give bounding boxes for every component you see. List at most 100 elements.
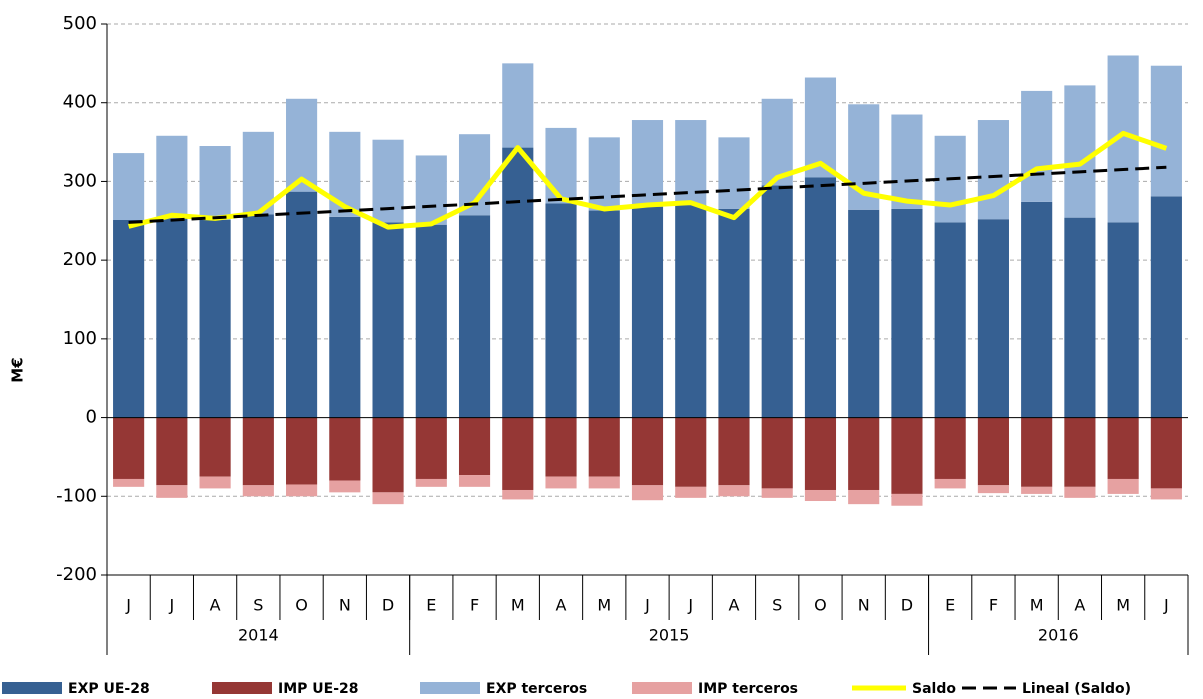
line-series <box>128 130 1168 230</box>
bar <box>545 127 577 204</box>
bar <box>588 210 620 418</box>
bar <box>372 492 404 505</box>
bar <box>761 98 793 186</box>
x-tick-label: J <box>687 596 693 615</box>
bar <box>1107 478 1139 494</box>
legend-label: IMP terceros <box>698 681 798 697</box>
bar <box>415 417 447 479</box>
bar <box>199 417 231 477</box>
group-label: 2014 <box>238 626 279 645</box>
bar <box>631 120 664 207</box>
bar <box>1021 486 1053 494</box>
bar <box>329 417 361 481</box>
x-tick-label: N <box>339 596 351 615</box>
bar <box>286 191 318 418</box>
line-series <box>128 165 1167 224</box>
y-tick-label: 500 <box>63 13 97 34</box>
bar <box>545 203 577 418</box>
bar <box>242 485 274 497</box>
bar <box>1107 417 1139 479</box>
y-tick-label: -200 <box>56 564 97 585</box>
legend-label: Lineal (Saldo) <box>1022 681 1131 697</box>
bar <box>502 489 534 500</box>
bar <box>675 205 707 418</box>
x-tick-label: J <box>125 596 131 615</box>
bar <box>502 147 534 418</box>
bar <box>415 478 447 487</box>
legend-swatch <box>420 682 480 694</box>
group-label: 2015 <box>649 626 690 645</box>
x-tick-label: N <box>858 596 870 615</box>
bar <box>329 216 361 418</box>
bar <box>458 215 491 418</box>
x-tick-label: M <box>597 596 611 615</box>
x-tick-label: M <box>1116 596 1130 615</box>
bar <box>113 153 145 220</box>
bar <box>848 489 880 505</box>
bar <box>804 417 837 490</box>
bar <box>1021 201 1053 418</box>
bar <box>329 480 361 493</box>
bar <box>199 146 231 220</box>
x-tick-label: A <box>556 596 567 615</box>
bar <box>891 208 923 418</box>
bar <box>1150 196 1182 418</box>
bar <box>415 155 447 225</box>
bar <box>286 417 318 485</box>
bar <box>848 417 880 490</box>
bar <box>156 485 188 498</box>
bar <box>718 485 750 497</box>
x-tick-label: J <box>1163 596 1169 615</box>
bar <box>156 135 188 219</box>
bar <box>1064 417 1096 487</box>
bar <box>934 222 966 418</box>
bar <box>242 131 274 215</box>
bar <box>631 485 664 501</box>
bar <box>458 475 491 487</box>
bar <box>242 214 274 418</box>
x-tick-label: D <box>382 596 394 615</box>
bar <box>977 120 1009 220</box>
bar <box>804 489 837 502</box>
bar <box>1107 222 1139 418</box>
bar <box>891 417 923 494</box>
bar <box>545 476 577 489</box>
y-tick-label: 100 <box>63 328 97 349</box>
bar <box>761 417 793 489</box>
bar <box>1064 85 1096 218</box>
x-tick-label: F <box>989 596 998 615</box>
x-tick-label: F <box>470 596 479 615</box>
bar <box>545 417 577 477</box>
x-tick-label: O <box>814 596 827 615</box>
bar <box>588 417 620 477</box>
bar <box>199 219 231 418</box>
bar <box>199 476 231 489</box>
x-tick-label: S <box>772 596 782 615</box>
bar <box>1021 417 1053 487</box>
y-tick-label: 400 <box>63 92 97 113</box>
group-label: 2016 <box>1038 626 1079 645</box>
bar <box>156 218 188 418</box>
bar <box>1021 90 1053 202</box>
bar <box>156 417 188 486</box>
x-tick-label: A <box>729 596 740 615</box>
bar <box>934 417 966 479</box>
y-tick-label: 200 <box>63 249 97 270</box>
bar <box>761 185 793 418</box>
bar <box>372 222 404 418</box>
bar <box>1150 488 1182 500</box>
legend-swatch <box>632 682 692 694</box>
bar <box>1150 65 1182 197</box>
x-tick-label: A <box>210 596 221 615</box>
bar <box>718 417 750 486</box>
bar <box>718 137 750 209</box>
bar <box>415 224 447 418</box>
bar <box>113 219 145 418</box>
x-tick-label: O <box>295 596 308 615</box>
bar <box>934 478 966 489</box>
legend-label: IMP UE-28 <box>278 681 359 697</box>
bar <box>458 417 491 476</box>
legend-label: EXP UE-28 <box>68 681 150 697</box>
bar <box>804 177 837 418</box>
